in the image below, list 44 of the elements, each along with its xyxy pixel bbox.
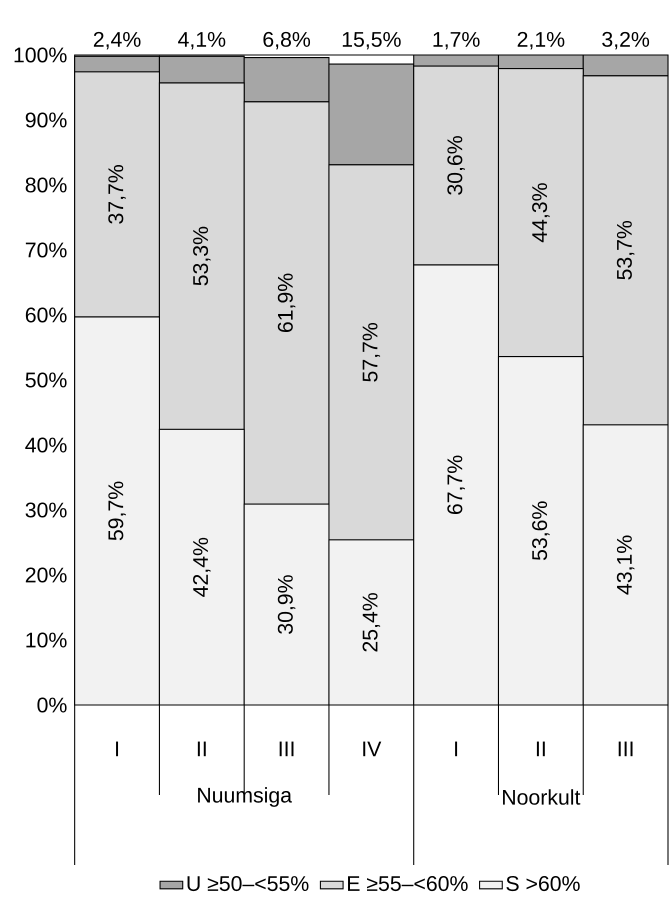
data-label: 3,2% <box>602 32 650 50</box>
y-tick-label: 0% <box>37 697 67 713</box>
data-label: 30,6% <box>447 136 465 195</box>
data-label: 43,1% <box>616 536 634 595</box>
x-tick-label: II <box>536 742 545 756</box>
data-label: 53,7% <box>616 220 634 280</box>
x-tick-label: I <box>455 742 458 756</box>
data-label: 2,1% <box>518 32 564 50</box>
data-label: 25,4% <box>362 593 380 652</box>
data-label: 53,6% <box>532 501 550 560</box>
data-label: 2,4% <box>94 32 141 50</box>
data-label: 15,5% <box>342 32 401 50</box>
x-tick-label: I <box>116 742 118 756</box>
y-tick-label: 60% <box>26 307 67 323</box>
data-label: 1,7% <box>434 32 480 50</box>
data-label: 37,7% <box>108 165 126 224</box>
text: Nuumsiga <box>198 787 292 807</box>
y-tick-label: 70% <box>26 242 67 258</box>
text: Noorkult <box>503 789 580 805</box>
data-label: 42,4% <box>193 538 211 597</box>
y-tick-label: 10% <box>26 632 67 648</box>
data-label: 61,9% <box>278 274 296 332</box>
y-tick-label: 90% <box>26 112 67 128</box>
data-label: 44,3% <box>532 183 550 242</box>
y-tick-label: 40% <box>25 437 67 453</box>
y-tick-label: 50% <box>26 372 67 388</box>
y-tick-label: 80% <box>26 177 67 193</box>
data-label: 57,7% <box>362 322 380 382</box>
legend-label: E ≥55–<60% <box>348 876 468 892</box>
data-label: 30,9% <box>278 575 296 634</box>
data-label: 67,7% <box>447 456 465 514</box>
legend-label: S >60% <box>506 876 580 892</box>
data-label: 4,1% <box>178 32 226 50</box>
data-label: 6,8% <box>263 32 310 50</box>
data-label: 53,3% <box>193 226 211 286</box>
x-tick-label: IV <box>363 742 382 756</box>
y-tick-label: 100% <box>14 47 67 63</box>
data-label: 59,7% <box>108 482 126 540</box>
x-tick-label: III <box>618 742 633 756</box>
x-tick-label: III <box>280 742 294 756</box>
legend-label: U ≥50–<55% <box>188 876 308 892</box>
y-tick-label: 20% <box>26 567 67 583</box>
y-tick-label: 30% <box>26 502 67 518</box>
x-tick-label: II <box>198 742 206 756</box>
